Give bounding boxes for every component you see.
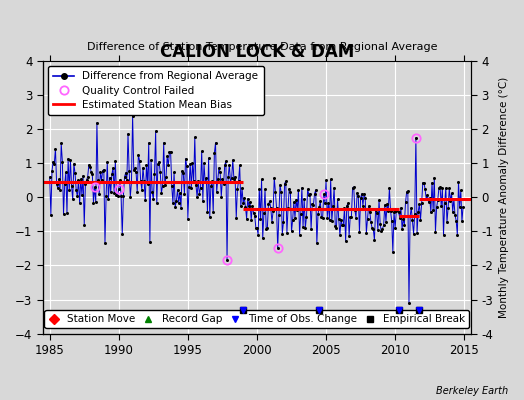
Legend: Station Move, Record Gap, Time of Obs. Change, Empirical Break: Station Move, Record Gap, Time of Obs. C… — [45, 310, 470, 328]
Text: Berkeley Earth: Berkeley Earth — [436, 386, 508, 396]
Text: Difference of Station Temperature Data from Regional Average: Difference of Station Temperature Data f… — [87, 42, 437, 52]
Title: CALION LOCK & DAM: CALION LOCK & DAM — [160, 43, 354, 61]
Y-axis label: Monthly Temperature Anomaly Difference (°C): Monthly Temperature Anomaly Difference (… — [499, 77, 509, 318]
